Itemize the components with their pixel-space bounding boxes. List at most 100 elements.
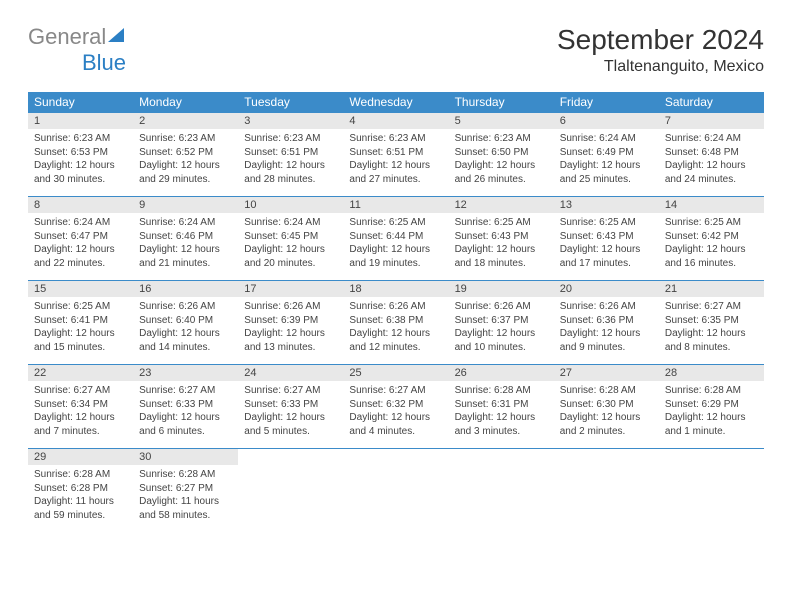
day-number: 24 bbox=[238, 365, 343, 381]
day-number: 26 bbox=[449, 365, 554, 381]
day-number: 7 bbox=[659, 113, 764, 129]
day-content: Sunrise: 6:24 AMSunset: 6:47 PMDaylight:… bbox=[28, 213, 133, 280]
calendar-cell: 20Sunrise: 6:26 AMSunset: 6:36 PMDayligh… bbox=[554, 281, 659, 365]
day-content: Sunrise: 6:23 AMSunset: 6:52 PMDaylight:… bbox=[133, 129, 238, 196]
day-content: Sunrise: 6:28 AMSunset: 6:31 PMDaylight:… bbox=[449, 381, 554, 448]
location: Tlaltenanguito, Mexico bbox=[557, 58, 764, 76]
day-number: 1 bbox=[28, 113, 133, 129]
day-number: 8 bbox=[28, 197, 133, 213]
weekday-header: Wednesday bbox=[343, 92, 448, 113]
calendar-cell: 27Sunrise: 6:28 AMSunset: 6:30 PMDayligh… bbox=[554, 365, 659, 449]
calendar-cell: 22Sunrise: 6:27 AMSunset: 6:34 PMDayligh… bbox=[28, 365, 133, 449]
day-number: 18 bbox=[343, 281, 448, 297]
day-number: 20 bbox=[554, 281, 659, 297]
day-number: 14 bbox=[659, 197, 764, 213]
day-number: 27 bbox=[554, 365, 659, 381]
calendar-cell: 7Sunrise: 6:24 AMSunset: 6:48 PMDaylight… bbox=[659, 113, 764, 197]
calendar-body: 1Sunrise: 6:23 AMSunset: 6:53 PMDaylight… bbox=[28, 113, 764, 533]
day-number: 2 bbox=[133, 113, 238, 129]
calendar-cell: 30Sunrise: 6:28 AMSunset: 6:27 PMDayligh… bbox=[133, 449, 238, 533]
day-content: Sunrise: 6:23 AMSunset: 6:50 PMDaylight:… bbox=[449, 129, 554, 196]
day-number: 6 bbox=[554, 113, 659, 129]
day-content: Sunrise: 6:26 AMSunset: 6:37 PMDaylight:… bbox=[449, 297, 554, 364]
title-block: September 2024 Tlaltenanguito, Mexico bbox=[557, 24, 764, 76]
weekday-header: Sunday bbox=[28, 92, 133, 113]
calendar-cell: 21Sunrise: 6:27 AMSunset: 6:35 PMDayligh… bbox=[659, 281, 764, 365]
calendar-cell: 1Sunrise: 6:23 AMSunset: 6:53 PMDaylight… bbox=[28, 113, 133, 197]
calendar-cell: 23Sunrise: 6:27 AMSunset: 6:33 PMDayligh… bbox=[133, 365, 238, 449]
day-content: Sunrise: 6:23 AMSunset: 6:51 PMDaylight:… bbox=[238, 129, 343, 196]
weekday-header: Tuesday bbox=[238, 92, 343, 113]
weekday-header: Saturday bbox=[659, 92, 764, 113]
day-content: Sunrise: 6:25 AMSunset: 6:44 PMDaylight:… bbox=[343, 213, 448, 280]
calendar-cell: 16Sunrise: 6:26 AMSunset: 6:40 PMDayligh… bbox=[133, 281, 238, 365]
calendar-cell: 9Sunrise: 6:24 AMSunset: 6:46 PMDaylight… bbox=[133, 197, 238, 281]
day-number: 5 bbox=[449, 113, 554, 129]
calendar-cell: 12Sunrise: 6:25 AMSunset: 6:43 PMDayligh… bbox=[449, 197, 554, 281]
day-content: Sunrise: 6:26 AMSunset: 6:36 PMDaylight:… bbox=[554, 297, 659, 364]
calendar-cell: 8Sunrise: 6:24 AMSunset: 6:47 PMDaylight… bbox=[28, 197, 133, 281]
day-content: Sunrise: 6:27 AMSunset: 6:33 PMDaylight:… bbox=[133, 381, 238, 448]
calendar-cell: 13Sunrise: 6:25 AMSunset: 6:43 PMDayligh… bbox=[554, 197, 659, 281]
day-number: 19 bbox=[449, 281, 554, 297]
calendar-cell: 10Sunrise: 6:24 AMSunset: 6:45 PMDayligh… bbox=[238, 197, 343, 281]
day-number: 23 bbox=[133, 365, 238, 381]
day-content: Sunrise: 6:28 AMSunset: 6:29 PMDaylight:… bbox=[659, 381, 764, 448]
day-number: 9 bbox=[133, 197, 238, 213]
day-number: 28 bbox=[659, 365, 764, 381]
calendar-cell: 19Sunrise: 6:26 AMSunset: 6:37 PMDayligh… bbox=[449, 281, 554, 365]
day-number: 29 bbox=[28, 449, 133, 465]
day-number: 12 bbox=[449, 197, 554, 213]
day-content: Sunrise: 6:27 AMSunset: 6:33 PMDaylight:… bbox=[238, 381, 343, 448]
day-content: Sunrise: 6:25 AMSunset: 6:43 PMDaylight:… bbox=[449, 213, 554, 280]
day-number: 16 bbox=[133, 281, 238, 297]
calendar-cell: .. bbox=[554, 449, 659, 533]
day-content: Sunrise: 6:27 AMSunset: 6:34 PMDaylight:… bbox=[28, 381, 133, 448]
day-content: Sunrise: 6:24 AMSunset: 6:48 PMDaylight:… bbox=[659, 129, 764, 196]
day-number: 25 bbox=[343, 365, 448, 381]
day-number: 11 bbox=[343, 197, 448, 213]
calendar-cell: .. bbox=[238, 449, 343, 533]
day-number: 13 bbox=[554, 197, 659, 213]
day-content: Sunrise: 6:26 AMSunset: 6:39 PMDaylight:… bbox=[238, 297, 343, 364]
logo: General bbox=[28, 24, 128, 50]
calendar-cell: .. bbox=[449, 449, 554, 533]
calendar-table: SundayMondayTuesdayWednesdayThursdayFrid… bbox=[28, 92, 764, 532]
day-content: Sunrise: 6:26 AMSunset: 6:38 PMDaylight:… bbox=[343, 297, 448, 364]
day-number: 21 bbox=[659, 281, 764, 297]
weekday-header: Thursday bbox=[449, 92, 554, 113]
day-content: Sunrise: 6:28 AMSunset: 6:28 PMDaylight:… bbox=[28, 465, 133, 532]
day-number: 30 bbox=[133, 449, 238, 465]
day-content: Sunrise: 6:24 AMSunset: 6:45 PMDaylight:… bbox=[238, 213, 343, 280]
calendar-cell: 26Sunrise: 6:28 AMSunset: 6:31 PMDayligh… bbox=[449, 365, 554, 449]
day-content: Sunrise: 6:27 AMSunset: 6:32 PMDaylight:… bbox=[343, 381, 448, 448]
day-content: Sunrise: 6:28 AMSunset: 6:30 PMDaylight:… bbox=[554, 381, 659, 448]
logo-triangle-icon bbox=[106, 26, 126, 49]
calendar-cell: 18Sunrise: 6:26 AMSunset: 6:38 PMDayligh… bbox=[343, 281, 448, 365]
day-content: Sunrise: 6:25 AMSunset: 6:43 PMDaylight:… bbox=[554, 213, 659, 280]
header: General September 2024 Tlaltenanguito, M… bbox=[28, 24, 764, 76]
calendar-cell: 5Sunrise: 6:23 AMSunset: 6:50 PMDaylight… bbox=[449, 113, 554, 197]
calendar-cell: 2Sunrise: 6:23 AMSunset: 6:52 PMDaylight… bbox=[133, 113, 238, 197]
day-content: Sunrise: 6:25 AMSunset: 6:41 PMDaylight:… bbox=[28, 297, 133, 364]
day-content: Sunrise: 6:25 AMSunset: 6:42 PMDaylight:… bbox=[659, 213, 764, 280]
day-number: 22 bbox=[28, 365, 133, 381]
logo-text-general: General bbox=[28, 24, 106, 50]
day-content: Sunrise: 6:24 AMSunset: 6:49 PMDaylight:… bbox=[554, 129, 659, 196]
calendar-cell: 15Sunrise: 6:25 AMSunset: 6:41 PMDayligh… bbox=[28, 281, 133, 365]
day-number: 4 bbox=[343, 113, 448, 129]
month-title: September 2024 bbox=[557, 24, 764, 56]
day-number: 15 bbox=[28, 281, 133, 297]
logo-text-blue: Blue bbox=[82, 50, 126, 76]
day-content: Sunrise: 6:24 AMSunset: 6:46 PMDaylight:… bbox=[133, 213, 238, 280]
calendar-cell: 6Sunrise: 6:24 AMSunset: 6:49 PMDaylight… bbox=[554, 113, 659, 197]
day-number: 3 bbox=[238, 113, 343, 129]
day-content: Sunrise: 6:26 AMSunset: 6:40 PMDaylight:… bbox=[133, 297, 238, 364]
day-number: 10 bbox=[238, 197, 343, 213]
calendar-cell: 11Sunrise: 6:25 AMSunset: 6:44 PMDayligh… bbox=[343, 197, 448, 281]
day-content: Sunrise: 6:23 AMSunset: 6:53 PMDaylight:… bbox=[28, 129, 133, 196]
calendar-cell: 3Sunrise: 6:23 AMSunset: 6:51 PMDaylight… bbox=[238, 113, 343, 197]
calendar-cell: 25Sunrise: 6:27 AMSunset: 6:32 PMDayligh… bbox=[343, 365, 448, 449]
day-content: Sunrise: 6:23 AMSunset: 6:51 PMDaylight:… bbox=[343, 129, 448, 196]
day-content: Sunrise: 6:28 AMSunset: 6:27 PMDaylight:… bbox=[133, 465, 238, 532]
